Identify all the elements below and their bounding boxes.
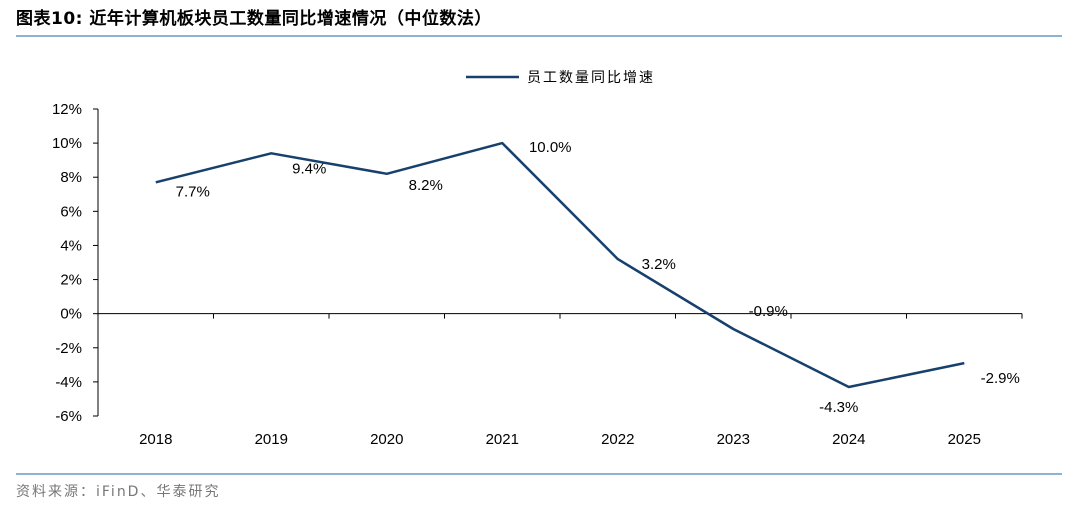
y-tick-label: -6%	[55, 408, 82, 425]
y-tick-label: 10%	[52, 135, 82, 152]
data-label: 3.2%	[642, 256, 676, 273]
x-tick-label: 2023	[717, 431, 750, 448]
footer-divider	[16, 473, 1062, 475]
y-tick-label: -2%	[55, 340, 82, 357]
source-note: 资料来源：iFinD、华泰研究	[16, 484, 221, 500]
legend-label: 员工数量同比增速	[527, 70, 655, 86]
x-tick-label: 2021	[486, 431, 519, 448]
y-tick-label: 0%	[60, 306, 82, 323]
data-label: 10.0%	[529, 139, 572, 156]
data-label: 9.4%	[292, 160, 326, 177]
y-tick-label: 4%	[60, 237, 82, 254]
y-tick-label: 8%	[60, 169, 82, 186]
title-divider	[16, 35, 1062, 37]
data-label: -0.9%	[749, 303, 788, 320]
x-tick-label: 2018	[139, 431, 172, 448]
chart-title: 图表10: 近年计算机板块员工数量同比增速情况（中位数法）	[16, 9, 492, 29]
x-tick-label: 2025	[948, 431, 981, 448]
y-tick-label: 12%	[52, 101, 82, 118]
data-label: 8.2%	[409, 177, 443, 194]
x-tick-label: 2024	[832, 431, 865, 448]
data-label: -4.3%	[819, 399, 858, 416]
data-label: -2.9%	[981, 370, 1020, 387]
y-tick-label: -4%	[55, 374, 82, 391]
line-chart: -6% -4% -2% 0% 2% 4% 6% 8% 10% 12% 2018 2019 2020 202…	[52, 70, 1023, 448]
series-line	[155, 141, 965, 389]
x-tick-label: 2022	[601, 431, 634, 448]
data-label: 7.7%	[176, 183, 210, 200]
x-tick-label: 2019	[255, 431, 288, 448]
x-tick-label: 2020	[370, 431, 403, 448]
y-tick-label: 2%	[60, 272, 82, 289]
y-tick-label: 6%	[60, 203, 82, 220]
